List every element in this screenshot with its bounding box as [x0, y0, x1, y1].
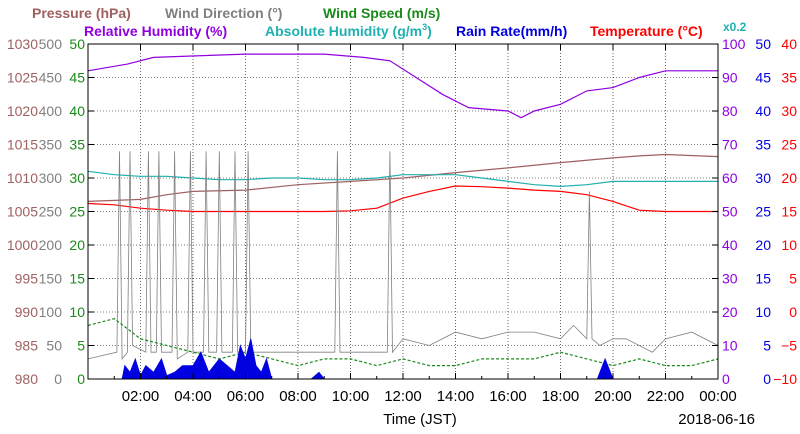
y-tick-label-humidity: 80 [722, 103, 738, 119]
y-tick-label-humidity: 20 [722, 304, 738, 320]
y-tick-label-pressure: 1010 [7, 170, 38, 186]
x-tick-label: 22:00 [647, 388, 685, 405]
legend-row2: Relative Humidity (%) Absolute Humidity … [84, 20, 747, 39]
x-tick-label: 12:00 [384, 388, 422, 405]
y-tick-label-wind-speed: 10 [69, 304, 85, 320]
x-tick-label: 18:00 [542, 388, 580, 405]
x-tick-label: 16:00 [489, 388, 527, 405]
y-tick-label-humidity: 60 [722, 170, 738, 186]
y-tick-label-temperature: 25 [781, 137, 797, 153]
y-tick-label-wind-dir: 500 [39, 36, 63, 52]
chart-date: 2018-06-16 [678, 411, 755, 428]
x-axis-label: Time (JST) [383, 411, 457, 428]
y-tick-label-wind-speed: 5 [77, 338, 85, 354]
series-wind-speed-m-s [87, 318, 719, 367]
y-tick-label-wind-dir: 450 [39, 70, 63, 86]
y-tick-label-wind-dir: 250 [39, 204, 63, 220]
y-tick-label-pressure: 1015 [7, 137, 38, 153]
axes-layer: 02:00 04:00 06:00 08:00 10:00 12:00 14:00 16:00… [7, 36, 797, 405]
legend-absolute-humidity: Absolute Humidity (g/m3) [265, 22, 432, 39]
y-tick-label-humidity: 40 [722, 237, 738, 253]
y-tick-label-temperature: 35 [781, 70, 797, 86]
y-tick-label-wind-speed: 45 [69, 70, 85, 86]
y-tick-label-pressure: 1025 [7, 70, 38, 86]
y-tick-label-wind-dir: 0 [54, 371, 62, 387]
y-tick-label-temperature: 10 [781, 237, 797, 253]
series-absolute-humidity-g-m3-x0-2 [87, 170, 718, 188]
y-tick-label-wind-dir: 400 [39, 103, 63, 119]
x-tick-label: 08:00 [279, 388, 317, 405]
legend-relative-humidity: Relative Humidity (%) [84, 23, 227, 39]
y-tick-label-temperature: 20 [781, 170, 797, 186]
y-tick-label-rain: 30 [755, 170, 771, 186]
x-tick-label: 20:00 [594, 388, 632, 405]
y-tick-label-rain: 25 [755, 204, 771, 220]
y-tick-label-temperature: −5 [781, 338, 797, 354]
y-tick-label-wind-speed: 40 [69, 103, 85, 119]
series-rain-rate-mm-h [88, 338, 718, 380]
y-tick-label-pressure: 990 [15, 304, 39, 320]
y-tick-label-rain: 45 [755, 70, 771, 86]
series-temperature-c [87, 185, 718, 213]
plot-area [87, 44, 719, 380]
x-tick-label: 04:00 [174, 388, 212, 405]
y-tick-label-rain: 15 [755, 271, 771, 287]
y-tick-label-temperature: 15 [781, 204, 797, 220]
y-tick-label-humidity: 10 [722, 338, 738, 354]
y-tick-label-wind-speed: 25 [69, 204, 85, 220]
y-tick-label-pressure: 995 [15, 271, 39, 287]
x-tick-label: 02:00 [122, 388, 160, 405]
y-tick-label-humidity: 0 [722, 371, 730, 387]
y-tick-label-wind-speed: 30 [69, 170, 85, 186]
y-tick-label-pressure: 1000 [7, 237, 38, 253]
y-tick-label-wind-dir: 350 [39, 137, 63, 153]
y-tick-label-rain: 0 [763, 371, 771, 387]
legend-row1: Pressure (hPa) Wind Direction (°) Wind S… [32, 5, 440, 21]
y-tick-label-pressure: 980 [15, 371, 39, 387]
scale-note: x0.2 [723, 20, 747, 34]
y-tick-label-pressure: 1030 [7, 36, 38, 52]
y-tick-label-temperature: −10 [773, 371, 797, 387]
y-tick-label-temperature: 40 [781, 36, 797, 52]
y-tick-label-wind-speed: 50 [69, 36, 85, 52]
y-tick-label-wind-speed: 35 [69, 137, 85, 153]
y-tick-label-wind-dir: 200 [39, 237, 63, 253]
x-tick-label: 06:00 [227, 388, 265, 405]
y-tick-label-pressure: 985 [15, 338, 39, 354]
legend-wind-direction: Wind Direction (°) [165, 5, 282, 21]
legend-rain-rate: Rain Rate(mm/h) [456, 23, 567, 39]
y-tick-label-rain: 20 [755, 237, 771, 253]
y-tick-label-rain: 35 [755, 137, 771, 153]
x-tick-label: 14:00 [437, 388, 475, 405]
y-tick-label-wind-dir: 150 [39, 271, 63, 287]
y-tick-label-rain: 40 [755, 103, 771, 119]
y-tick-label-wind-dir: 300 [39, 170, 63, 186]
y-tick-label-humidity: 70 [722, 137, 738, 153]
y-tick-label-humidity: 100 [722, 36, 746, 52]
legend-wind-speed: Wind Speed (m/s) [323, 5, 440, 21]
series-relative-humidity [87, 53, 718, 119]
y-tick-label-temperature: 0 [789, 304, 797, 320]
y-tick-label-wind-dir: 100 [39, 304, 63, 320]
y-tick-label-rain: 10 [755, 304, 771, 320]
x-tick-label: 00:00 [699, 388, 737, 405]
y-tick-label-wind-speed: 15 [69, 271, 85, 287]
y-tick-label-rain: 50 [755, 36, 771, 52]
y-tick-label-wind-speed: 20 [69, 237, 85, 253]
y-tick-label-rain: 5 [763, 338, 771, 354]
y-tick-label-wind-speed: 0 [77, 371, 85, 387]
y-tick-label-humidity: 30 [722, 271, 738, 287]
y-tick-label-humidity: 90 [722, 70, 738, 86]
y-tick-label-pressure: 1020 [7, 103, 38, 119]
legend-pressure: Pressure (hPa) [32, 5, 131, 21]
y-tick-label-pressure: 1005 [7, 204, 38, 220]
y-tick-label-wind-dir: 50 [46, 338, 62, 354]
y-tick-label-humidity: 50 [722, 204, 738, 220]
y-tick-label-temperature: 30 [781, 103, 797, 119]
legend-temperature: Temperature (°C) [590, 23, 703, 39]
y-tick-label-temperature: 5 [789, 271, 797, 287]
x-tick-label: 10:00 [332, 388, 370, 405]
